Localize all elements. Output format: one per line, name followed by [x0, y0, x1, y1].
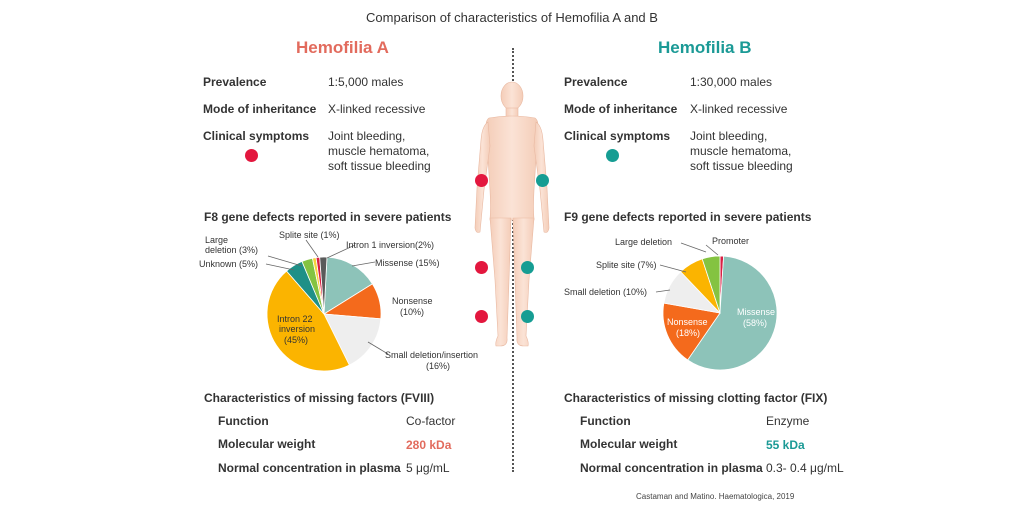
f9-slice-2 [662, 302, 721, 361]
f8-label-nonsense-2: (10%) [400, 307, 424, 317]
b-knee-dot [521, 261, 534, 274]
a-symptoms-label: Clinical symptoms [203, 129, 310, 143]
a-inheritance-label: Mode of inheritance [203, 102, 317, 116]
a-plasma-label: Normal concentration in plasma [218, 461, 401, 475]
a-elbow-dot [475, 174, 488, 187]
f8-label-large-1: Large [205, 235, 228, 245]
a-symptoms-value: Joint bleeding, muscle hematoma, soft ti… [328, 129, 431, 173]
b-mw-value: 55 kDa [766, 438, 805, 452]
f8-label-intron1: Intron 1 inversion(2%) [346, 240, 434, 250]
f8-label-intron22-1: Intron 22 [277, 314, 313, 324]
b-plasma-label: Normal concentration in plasma [580, 461, 763, 475]
f9-label-large: Large deletion [615, 237, 672, 247]
b-function-value: Enzyme [766, 414, 810, 428]
citation: Castaman and Matino. Haematologica, 2019 [636, 492, 795, 501]
f8-label-intron22-3: (45%) [284, 335, 308, 345]
a-symptom-dot [245, 149, 258, 162]
b-prevalence-label: Prevalence [564, 75, 628, 89]
a-inheritance-value: X-linked recessive [328, 102, 426, 116]
b-inheritance-label: Mode of inheritance [564, 102, 678, 116]
a-mw-label: Molecular weight [218, 437, 316, 451]
f9-label-nonsense-1: Nonsense [667, 317, 708, 327]
hemofilia-b-heading: Hemofilia B [658, 38, 752, 57]
b-function-label: Function [580, 414, 631, 428]
a-ankle-dot [475, 310, 488, 323]
f8-label-smalldel-2: (16%) [426, 361, 450, 371]
b-elbow-dot [536, 174, 549, 187]
b-pie-title: F9 gene defects reported in severe patie… [564, 210, 812, 224]
f9-label-missense-1: Missense [737, 307, 775, 317]
f8-leader-lines [265, 239, 389, 355]
f8-label-large-2: deletion (3%) [205, 245, 258, 255]
a-prevalence-label: Prevalence [203, 75, 267, 89]
f8-label-nonsense-1: Nonsense [392, 296, 433, 306]
a-prevalence-value: 1:5,000 males [328, 75, 404, 89]
a-pie-title: F8 gene defects reported in severe patie… [204, 210, 452, 224]
f8-slice-8 [319, 256, 328, 315]
f9-label-nonsense-2: (18%) [676, 328, 700, 338]
b-missing-title: Characteristics of missing clotting fact… [564, 391, 828, 405]
a-function-label: Function [218, 414, 269, 428]
b-symptoms-value: Joint bleeding, muscle hematoma, soft ti… [690, 129, 793, 173]
f8-label-missense: Missense (15%) [375, 258, 440, 268]
b-symptom-dot [606, 149, 619, 162]
f9-slice-5 [701, 255, 721, 314]
b-inheritance-value: X-linked recessive [690, 102, 788, 116]
b-ankle-dot [521, 310, 534, 323]
f9-label-smalldel: Small deletion (10%) [564, 287, 647, 297]
b-symptoms-label: Clinical symptoms [564, 129, 671, 143]
a-knee-dot [475, 261, 488, 274]
f8-label-intron22-2: inversion [279, 324, 315, 334]
f9-label-missense-2: (58%) [743, 318, 767, 328]
a-function-value: Co-factor [406, 414, 456, 428]
b-prevalence-value: 1:30,000 males [690, 75, 773, 89]
f9-label-splite: Splite site (7%) [596, 260, 657, 270]
page-title: Comparison of characteristics of Hemofil… [366, 10, 658, 25]
f8-label-unknown: Unknown (5%) [199, 259, 258, 269]
f8-slice-3 [266, 270, 350, 372]
center-divider [512, 48, 514, 472]
f9-leader-lines [655, 242, 719, 293]
b-mw-label: Molecular weight [580, 437, 678, 451]
f8-slice-2 [323, 313, 382, 366]
hemofilia-a-heading: Hemofilia A [296, 38, 389, 57]
a-mw-value: 280 kDa [406, 438, 452, 452]
f9-pie-slices [662, 255, 778, 371]
a-plasma-value: 5 μg/mL [406, 461, 450, 475]
f8-pie-slices [266, 256, 382, 372]
f9-label-promoter: Promoter [712, 236, 749, 246]
f8-label-splite: Splite site (1%) [279, 230, 340, 240]
f9-slice-1 [687, 255, 778, 371]
f8-label-smalldel-1: Small deletion/insertion [385, 350, 478, 360]
a-missing-title: Characteristics of missing factors (FVII… [204, 391, 435, 405]
b-plasma-value: 0.3- 0.4 μg/mL [766, 461, 844, 475]
